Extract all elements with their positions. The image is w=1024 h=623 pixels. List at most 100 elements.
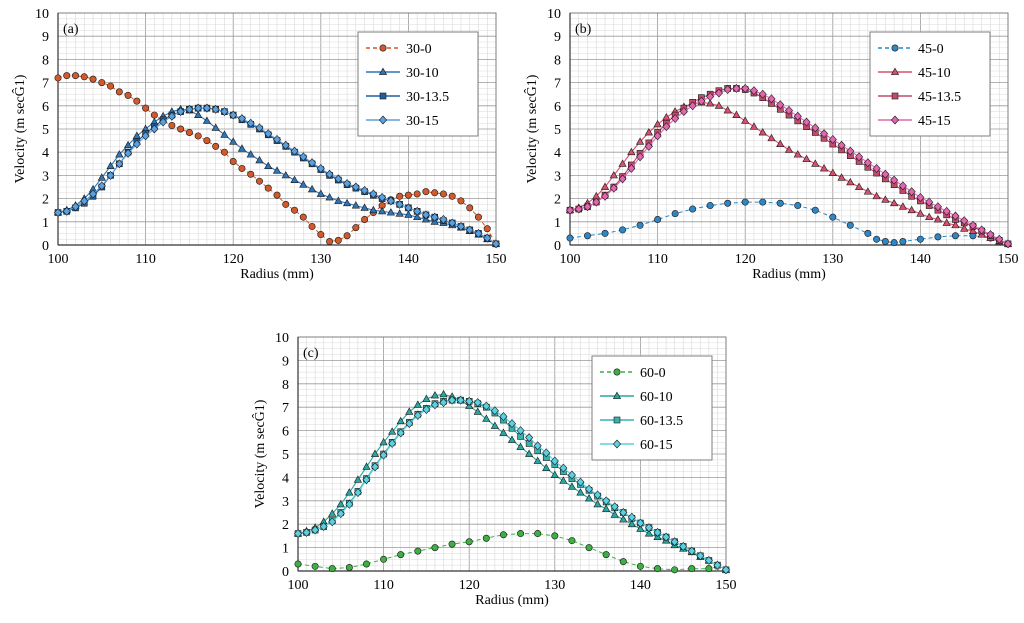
data-point xyxy=(654,565,662,573)
data-point xyxy=(559,476,568,484)
data-point xyxy=(308,222,316,230)
data-point xyxy=(644,128,653,136)
data-point xyxy=(759,198,767,206)
y-axis-label: Velocity (m secĜ1) xyxy=(251,399,268,508)
data-point xyxy=(679,541,688,551)
legend-marker xyxy=(613,416,621,424)
data-point xyxy=(404,210,413,218)
data-point xyxy=(491,239,501,249)
data-point xyxy=(290,146,299,156)
data-point xyxy=(246,150,255,158)
velocity-chart-panel-b: 0 1 2 3 4 5 6 7 8 9 10 100 110 120 130 140 150 Radius (mm… xyxy=(523,7,1019,282)
x-tick-label: 140 xyxy=(630,578,651,593)
data-point xyxy=(687,546,696,556)
y-tick-label: 0 xyxy=(554,239,561,254)
data-point xyxy=(618,174,627,184)
data-point xyxy=(123,140,133,149)
data-point xyxy=(593,490,602,500)
data-point xyxy=(414,547,422,555)
data-point xyxy=(566,234,574,242)
data-point xyxy=(794,202,802,210)
data-point xyxy=(413,212,422,221)
data-point xyxy=(568,537,576,545)
data-point xyxy=(194,132,202,140)
data-point xyxy=(898,181,907,191)
data-point xyxy=(618,159,627,167)
data-point xyxy=(291,206,299,214)
data-point xyxy=(422,405,431,414)
data-point xyxy=(142,104,150,112)
data-point xyxy=(609,170,618,179)
data-point xyxy=(776,139,785,147)
data-point xyxy=(627,147,636,156)
data-point xyxy=(319,522,328,531)
data-point xyxy=(72,72,80,80)
data-point xyxy=(671,210,679,218)
data-point xyxy=(507,419,517,429)
data-point xyxy=(247,170,255,178)
data-point xyxy=(345,488,354,496)
legend-box xyxy=(869,31,991,137)
data-point xyxy=(264,184,272,192)
data-point xyxy=(465,396,474,406)
data-point xyxy=(793,111,802,121)
data-point xyxy=(542,463,551,471)
data-point xyxy=(482,414,491,422)
y-tick-label: 7 xyxy=(282,401,289,416)
x-tick-label: 100 xyxy=(288,578,309,593)
data-point xyxy=(916,235,924,243)
series-45-0 xyxy=(566,198,1012,248)
y-tick-label: 2 xyxy=(282,518,289,533)
data-point xyxy=(124,148,133,158)
data-point xyxy=(499,428,508,436)
data-point xyxy=(933,215,943,223)
data-point xyxy=(567,470,576,480)
data-point xyxy=(819,164,829,172)
data-point xyxy=(466,204,474,212)
data-point xyxy=(405,419,414,429)
y-tick-label: 4 xyxy=(42,146,49,161)
data-point xyxy=(925,197,934,207)
data-point xyxy=(550,470,559,478)
data-point xyxy=(627,519,636,528)
data-point xyxy=(490,421,499,429)
y-tick-label: 2 xyxy=(42,193,49,208)
data-point xyxy=(576,477,585,487)
data-point xyxy=(899,238,907,246)
data-point xyxy=(388,427,397,435)
data-point xyxy=(811,123,820,133)
series-30-15 xyxy=(53,103,501,249)
y-tick-label: 5 xyxy=(42,123,49,138)
data-point xyxy=(431,189,439,197)
y-tick-label: 2 xyxy=(554,193,561,208)
data-point xyxy=(307,184,317,193)
data-point xyxy=(229,110,238,120)
data-point xyxy=(62,206,71,216)
data-point xyxy=(898,202,907,210)
data-point xyxy=(396,192,404,200)
data-point xyxy=(194,103,203,113)
data-point xyxy=(465,225,474,235)
data-point xyxy=(934,233,942,241)
panel-label: (c) xyxy=(303,346,319,361)
data-point xyxy=(542,448,551,458)
data-point xyxy=(516,442,525,450)
data-point xyxy=(916,192,925,202)
legend: 30-0 30-10 30-13.5 30-15 xyxy=(357,31,479,137)
data-point xyxy=(229,157,237,165)
data-point xyxy=(706,92,715,101)
data-point xyxy=(439,389,448,398)
legend-label: 30-15 xyxy=(406,114,439,129)
data-point xyxy=(872,191,881,200)
data-point xyxy=(499,412,508,422)
data-point xyxy=(150,111,158,119)
data-point xyxy=(362,475,371,485)
data-point xyxy=(299,152,308,162)
x-tick-label: 150 xyxy=(486,252,507,267)
data-point xyxy=(846,177,855,186)
data-point xyxy=(793,150,802,158)
data-point xyxy=(482,401,491,411)
x-tick-label: 120 xyxy=(735,252,756,267)
data-point xyxy=(565,205,575,215)
velocity-chart-panel-a: 0 1 2 3 4 5 6 7 8 9 10 100 110 120 130 140 150 Radius (mm… xyxy=(11,7,507,282)
